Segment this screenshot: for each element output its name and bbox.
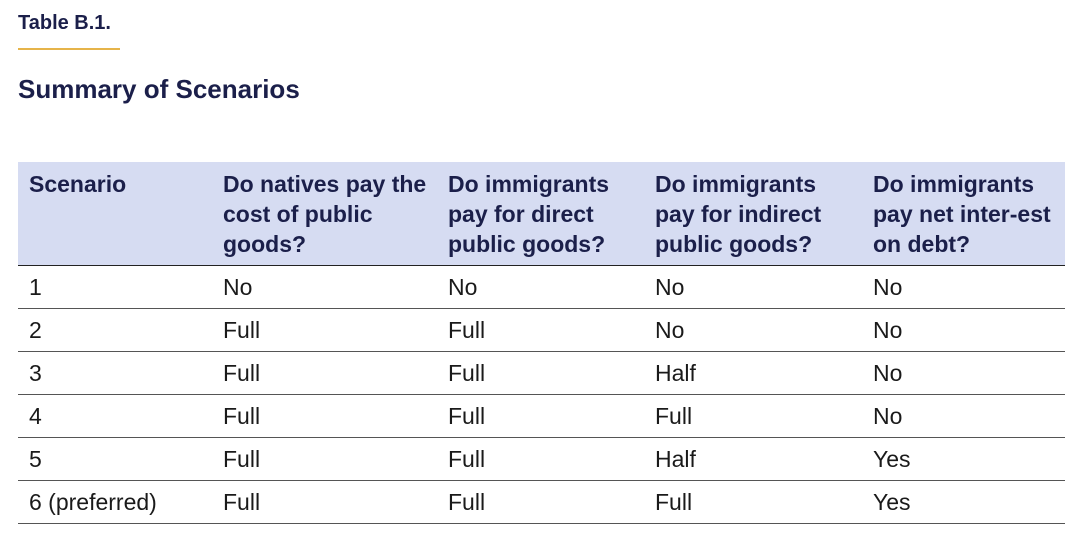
table-row: 5 Full Full Half Yes [18, 437, 1065, 481]
table-cell: No [862, 265, 1065, 309]
table-cell: Full [212, 308, 437, 352]
table-cell: Full [212, 394, 437, 438]
table-cell: No [862, 351, 1065, 395]
table-cell: 5 [18, 437, 212, 481]
table-cell: 1 [18, 265, 212, 309]
table-title: Summary of Scenarios [18, 74, 300, 104]
table-row: 1 No No No No [18, 265, 1065, 309]
table-cell: Full [437, 351, 644, 395]
table-cell: Full [437, 480, 644, 524]
table-cell: Yes [862, 480, 1065, 524]
table-cell: 2 [18, 308, 212, 352]
table-cell: Full [437, 308, 644, 352]
column-header-immigrants-direct-goods: Do immigrants pay for direct public good… [437, 162, 644, 266]
table-label: Table B.1. [18, 12, 111, 34]
table-cell: Full [212, 480, 437, 524]
column-header-scenario: Scenario [18, 162, 212, 266]
table-cell: No [862, 394, 1065, 438]
table-cell: Yes [862, 437, 1065, 481]
table-cell: Full [437, 437, 644, 481]
table-cell: No [212, 265, 437, 309]
table-row: 2 Full Full No No [18, 308, 1065, 352]
table-cell: 4 [18, 394, 212, 438]
label-underline [18, 48, 120, 50]
table-row: 3 Full Full Half No [18, 351, 1065, 395]
table-cell: No [644, 265, 862, 309]
table-cell: Full [644, 480, 862, 524]
table-cell: No [437, 265, 644, 309]
column-header-immigrants-interest-debt: Do immigrants pay net inter-est on debt? [862, 162, 1065, 266]
table-cell: Half [644, 351, 862, 395]
table-cell: Full [644, 394, 862, 438]
table-cell: 3 [18, 351, 212, 395]
table-row: 6 (preferred) Full Full Full Yes [18, 480, 1065, 524]
table-cell: Full [212, 351, 437, 395]
table-cell: No [644, 308, 862, 352]
table-header-row: Scenario Do natives pay the cost of publ… [18, 162, 1065, 266]
table-cell: Half [644, 437, 862, 481]
table-cell: Full [212, 437, 437, 481]
table-cell: No [862, 308, 1065, 352]
scenarios-table: Scenario Do natives pay the cost of publ… [18, 162, 1065, 524]
table-cell: 6 (preferred) [18, 480, 212, 524]
column-header-natives-pay-cost: Do natives pay the cost of public goods? [212, 162, 437, 266]
column-header-immigrants-indirect-goods: Do immigrants pay for indirect public go… [644, 162, 862, 266]
table-cell: Full [437, 394, 644, 438]
table-row: 4 Full Full Full No [18, 394, 1065, 438]
